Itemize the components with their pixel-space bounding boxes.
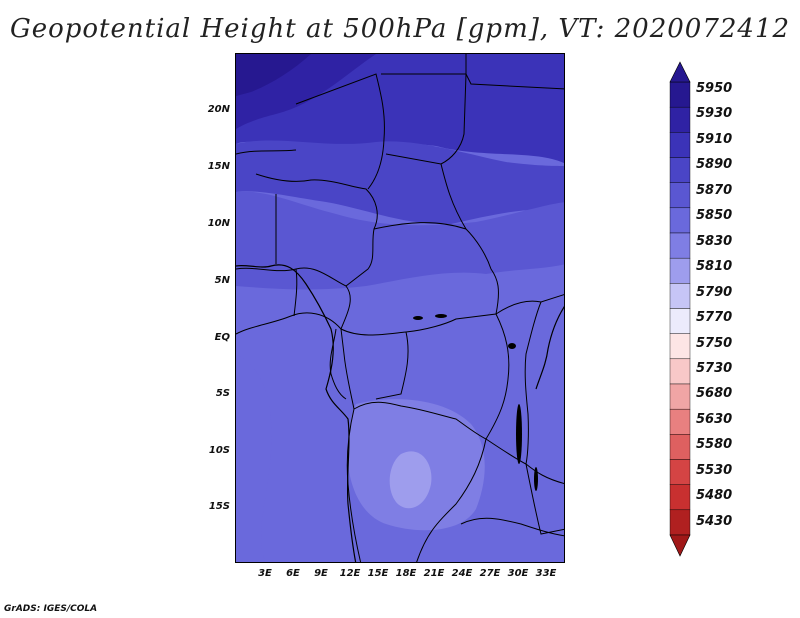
legend-top-arrow [669,61,691,83]
legend-level-label: 5930 [696,106,733,121]
legend-color-box [669,484,691,511]
lon-tick-label: 15E [367,568,389,579]
legend-color-box [669,509,691,536]
lat-tick-label: 10S [208,445,230,456]
lat-tick-label: EQ [214,332,230,343]
legend-level-label: 5430 [696,514,733,529]
legend-color-box [669,81,691,108]
coastline [236,264,564,562]
lon-tick-label: 18E [395,568,417,579]
field-5870-band [236,191,564,290]
legend-color-box [669,257,691,284]
legend-level-label: 5790 [696,285,733,300]
lon-tick-label: 12E [339,568,361,579]
lat-tick-label: 10N [207,218,230,229]
legend-color-box [669,434,691,460]
lon-tick-label: 24E [451,568,473,579]
legend-color-box [669,132,691,158]
legend-color-box [669,106,691,133]
legend-color-boxes [669,81,691,536]
legend-level-label: 5850 [696,208,733,223]
legend-level-label: 5750 [696,336,733,351]
lon-tick-label: 9E [314,568,328,579]
field-5810-region [389,451,432,509]
geopotential-field [236,54,564,562]
field-5950-band [236,54,311,96]
legend-level-label: 5730 [696,361,733,376]
lon-tick-label: 30E [507,568,529,579]
map-title: Geopotential Height at 500hPa [gpm], VT:… [9,14,791,44]
field-5890-band [236,140,564,225]
legend-color-box [669,408,691,435]
legend-color-box [669,182,691,209]
lon-tick-label: 21E [423,568,445,579]
legend-level-label: 5870 [696,183,733,198]
legend-color-box [669,207,691,234]
legend-color-box [669,308,691,334]
lon-tick-label: 27E [479,568,501,579]
legend-color-box [669,232,691,259]
lat-tick-label: 20N [207,104,230,115]
lat-tick-label: 15S [208,501,230,512]
lakes [413,314,538,491]
legend-level-label: 5530 [696,463,733,478]
legend-color-box [669,157,691,183]
legend-color-box [669,459,691,485]
legend-color-box [669,383,691,410]
field-5850-west [236,354,272,562]
map-panel [235,53,565,563]
lat-tick-label: 5S [215,388,230,399]
legend-level-label: 5480 [696,488,733,503]
legend-level-label: 5680 [696,386,733,401]
lat-tick-label: 5N [214,275,230,286]
lon-tick-label: 3E [258,568,272,579]
software-credit: GrADS: IGES/COLA [4,604,98,614]
legend-bottom-arrow [669,534,691,557]
legend-level-label: 5830 [696,234,733,249]
legend-color-box [669,283,691,309]
legend-level-label: 5770 [696,310,733,325]
legend-level-label: 5890 [696,157,733,172]
color-legend-bar [669,61,691,557]
legend-color-box [669,333,691,360]
legend-level-label: 5630 [696,412,733,427]
lat-tick-label: 15N [207,161,230,172]
legend-level-label: 5910 [696,132,733,147]
lon-tick-label: 33E [535,568,557,579]
legend-level-label: 5580 [696,437,733,452]
lon-tick-label: 6E [286,568,300,579]
legend-color-box [669,358,691,385]
legend-level-label: 5810 [696,259,733,274]
legend-level-label: 5950 [696,81,733,96]
